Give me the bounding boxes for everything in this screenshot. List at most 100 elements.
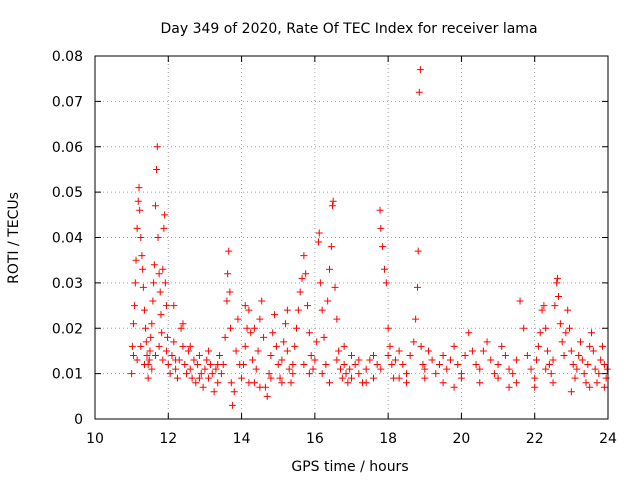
data-point bbox=[146, 347, 154, 355]
data-point bbox=[549, 356, 557, 364]
data-point bbox=[241, 342, 249, 350]
data-point bbox=[139, 283, 147, 291]
data-point bbox=[380, 265, 388, 273]
data-point bbox=[150, 279, 158, 287]
data-point bbox=[377, 224, 385, 232]
data-point bbox=[164, 361, 172, 369]
data-point bbox=[129, 351, 137, 359]
data-point bbox=[148, 365, 156, 373]
data-point bbox=[315, 238, 323, 246]
data-point bbox=[362, 365, 370, 373]
data-point bbox=[512, 356, 520, 364]
data-point bbox=[600, 383, 608, 391]
data-point bbox=[272, 342, 280, 350]
data-point bbox=[346, 365, 354, 373]
data-point bbox=[149, 297, 157, 305]
data-point bbox=[520, 324, 528, 332]
data-point bbox=[461, 351, 469, 359]
x-tick-label: 22 bbox=[526, 431, 544, 447]
data-point bbox=[230, 388, 238, 396]
data-point bbox=[271, 311, 279, 319]
data-point bbox=[195, 351, 203, 359]
data-point bbox=[296, 288, 304, 296]
data-point bbox=[183, 370, 191, 378]
data-point bbox=[413, 283, 421, 291]
data-point bbox=[256, 315, 264, 323]
data-point bbox=[243, 324, 251, 332]
data-point bbox=[160, 224, 168, 232]
data-point bbox=[487, 356, 495, 364]
y-tick-label: 0 bbox=[74, 412, 83, 428]
data-point bbox=[316, 279, 324, 287]
data-point bbox=[335, 347, 343, 355]
data-point bbox=[527, 365, 535, 373]
data-point bbox=[320, 333, 328, 341]
data-point bbox=[580, 370, 588, 378]
data-point bbox=[551, 302, 559, 310]
x-tick-label: 24 bbox=[599, 431, 617, 447]
data-point bbox=[136, 206, 144, 214]
data-point bbox=[531, 383, 539, 391]
data-point bbox=[224, 270, 232, 278]
data-point bbox=[450, 383, 458, 391]
data-point bbox=[161, 279, 169, 287]
data-point bbox=[575, 351, 583, 359]
data-point bbox=[322, 361, 330, 369]
data-point bbox=[162, 347, 170, 355]
data-point bbox=[402, 370, 410, 378]
x-tick-labels: 10 12 14 16 18 20 22 24 bbox=[86, 431, 617, 447]
data-point bbox=[362, 379, 370, 387]
data-point bbox=[318, 370, 326, 378]
data-point bbox=[205, 374, 213, 382]
data-point bbox=[326, 265, 334, 273]
data-point bbox=[406, 351, 414, 359]
data-point bbox=[435, 361, 443, 369]
data-point bbox=[179, 342, 187, 350]
data-point bbox=[313, 338, 321, 346]
y-tick-label: 0.06 bbox=[52, 140, 83, 156]
data-point bbox=[388, 361, 396, 369]
data-point bbox=[208, 370, 216, 378]
data-point bbox=[328, 202, 336, 210]
data-point bbox=[283, 347, 291, 355]
data-point bbox=[291, 342, 299, 350]
data-point bbox=[158, 329, 166, 337]
data-point bbox=[289, 370, 297, 378]
data-point bbox=[225, 247, 233, 255]
x-tick-label: 14 bbox=[233, 431, 251, 447]
x-tick-label: 20 bbox=[453, 431, 471, 447]
data-point bbox=[190, 356, 198, 364]
data-point bbox=[143, 351, 151, 359]
data-point bbox=[355, 356, 363, 364]
data-point bbox=[280, 338, 288, 346]
data-point bbox=[553, 274, 561, 282]
data-point bbox=[142, 324, 150, 332]
data-point bbox=[151, 351, 159, 359]
data-point bbox=[338, 374, 346, 382]
data-point bbox=[162, 302, 170, 310]
data-point bbox=[276, 374, 284, 382]
data-point bbox=[344, 379, 352, 387]
data-point bbox=[132, 256, 140, 264]
data-point bbox=[305, 329, 313, 337]
data-point bbox=[161, 211, 169, 219]
data-point bbox=[315, 229, 323, 237]
data-point bbox=[137, 342, 145, 350]
data-point bbox=[326, 379, 334, 387]
data-point bbox=[302, 270, 310, 278]
x-tick-label: 12 bbox=[159, 431, 177, 447]
data-point bbox=[512, 379, 520, 387]
chart-title: Day 349 of 2020, Rate Of TEC Index for r… bbox=[160, 21, 537, 37]
data-point bbox=[283, 306, 291, 314]
data-point bbox=[278, 356, 286, 364]
data-point bbox=[241, 302, 249, 310]
data-point bbox=[184, 347, 192, 355]
data-point bbox=[556, 320, 564, 328]
data-point bbox=[245, 306, 253, 314]
data-point bbox=[156, 288, 164, 296]
data-point bbox=[428, 356, 436, 364]
data-point bbox=[417, 342, 425, 350]
data-point bbox=[201, 365, 209, 373]
data-point bbox=[603, 365, 611, 373]
